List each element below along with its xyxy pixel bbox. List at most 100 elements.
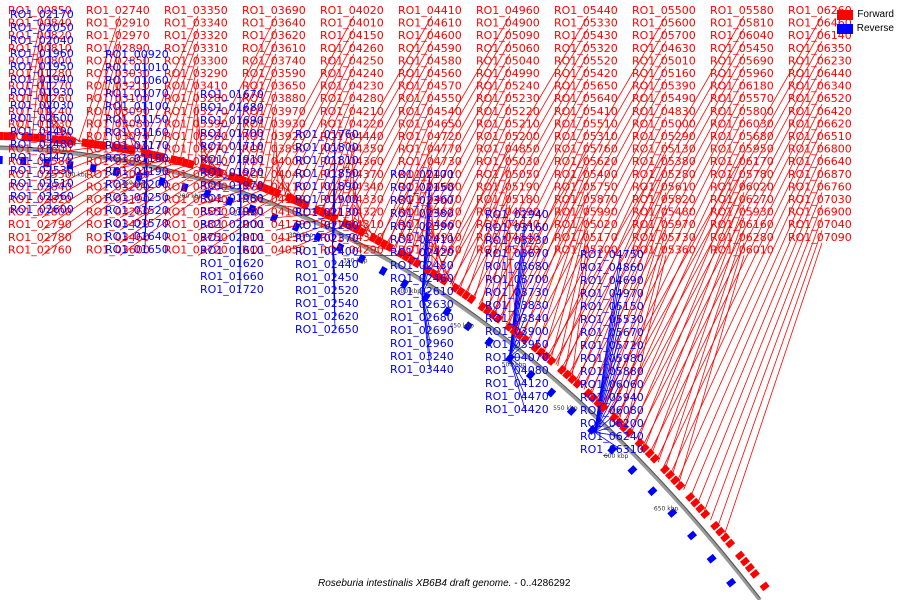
forward-gene-label: RO1_05240 bbox=[476, 80, 540, 93]
forward-gene-label: RO1_05230 bbox=[476, 92, 540, 105]
forward-gene-label: RO1_06230 bbox=[788, 54, 852, 67]
reverse-gene-label: RO1_01950 bbox=[10, 60, 74, 73]
forward-gene-label: RO1_03350 bbox=[164, 4, 228, 17]
forward-gene-label: RO1_05400 bbox=[554, 168, 618, 181]
forward-gene-label: RO1_04210 bbox=[320, 105, 384, 118]
reverse-gene-label: RO1_01570 bbox=[105, 217, 169, 230]
reverse-gene-label: RO1_01710 bbox=[200, 140, 264, 153]
forward-gene-label: RO1_04830 bbox=[632, 105, 696, 118]
forward-gene-label: RO1_03690 bbox=[242, 4, 306, 17]
forward-gene-label: RO1_06010 bbox=[710, 243, 774, 256]
forward-gene-label: RO1_05500 bbox=[632, 4, 696, 17]
forward-gene-label: RO1_05440 bbox=[554, 4, 618, 17]
reverse-gene-label: RO1_04080 bbox=[485, 364, 549, 377]
forward-gene-label: RO1_06440 bbox=[788, 67, 852, 80]
reverse-gene-label: RO1_04120 bbox=[485, 377, 549, 390]
reverse-gene-label: RO1_01180 bbox=[105, 152, 169, 165]
reverse-gene-label: RO1_01680 bbox=[200, 101, 264, 114]
forward-gene-label: RO1_04260 bbox=[320, 42, 384, 55]
forward-gene-label: RO1_05970 bbox=[632, 218, 696, 231]
forward-gene-label: RO1_04010 bbox=[320, 17, 384, 30]
caption-organism: Roseburia intestinalis XB6B4 draft genom… bbox=[318, 578, 511, 589]
forward-gene-block bbox=[750, 569, 760, 579]
forward-gene-label: RO1_06520 bbox=[788, 92, 852, 105]
reverse-swatch bbox=[837, 24, 853, 34]
reverse-gene-label: RO1_02380 bbox=[390, 207, 454, 220]
reverse-gene-label: RO1_02040 bbox=[10, 34, 74, 47]
forward-gene-label: RO1_06280 bbox=[710, 231, 774, 244]
forward-gene-label: RO1_06760 bbox=[788, 180, 852, 193]
forward-gene-label: RO1_05000 bbox=[632, 117, 696, 130]
forward-gene-label: RO1_06800 bbox=[788, 143, 852, 156]
reverse-gene-label: RO1_02430 bbox=[390, 259, 454, 272]
reverse-gene-label: RO1_01670 bbox=[200, 88, 264, 101]
forward-gene-label: RO1_04590 bbox=[398, 42, 462, 55]
reverse-gene-label: RO1_04420 bbox=[485, 403, 549, 416]
forward-gene-label: RO1_06870 bbox=[788, 168, 852, 181]
forward-gene-label: RO1_05330 bbox=[554, 17, 618, 30]
forward-gene-label: RO1_05800 bbox=[710, 105, 774, 118]
reverse-gene-label: RO1_02680 bbox=[390, 311, 454, 324]
forward-gene-label: RO1_03340 bbox=[164, 17, 228, 30]
reverse-gene-label: RO1_02630 bbox=[390, 298, 454, 311]
reverse-gene-label: RO1_02400 bbox=[295, 245, 359, 258]
reverse-gene-label: RO1_02480 bbox=[10, 138, 74, 151]
reverse-gene-label: RO1_03900 bbox=[485, 325, 549, 338]
forward-gene-label: RO1_02780 bbox=[8, 231, 72, 244]
reverse-gene-label: RO1_00920 bbox=[105, 48, 169, 61]
reverse-gene-label: RO1_04470 bbox=[485, 390, 549, 403]
forward-gene-label: RO1_05180 bbox=[476, 193, 540, 206]
reverse-gene-label: RO1_02360 bbox=[10, 190, 74, 203]
reverse-gene-block bbox=[627, 465, 637, 475]
forward-gene-label: RO1_06340 bbox=[788, 80, 852, 93]
forward-gene-label: RO1_05600 bbox=[632, 17, 696, 30]
forward-gene-label: RO1_06030 bbox=[710, 117, 774, 130]
reverse-gene-label: RO1_05670 bbox=[580, 326, 644, 339]
reverse-gene-label: RO1_02150 bbox=[390, 181, 454, 194]
forward-gene-block bbox=[760, 582, 770, 592]
kbp-tick-label: 550 kbp bbox=[553, 405, 578, 412]
reverse-gene-label: RO1_02620 bbox=[295, 310, 359, 323]
reverse-gene-label: RO1_02370 bbox=[295, 232, 359, 245]
legend: Forward Reverse bbox=[837, 8, 894, 36]
reverse-gene-label: RO1_01960 bbox=[10, 47, 74, 60]
forward-gene-label: RO1_04600 bbox=[398, 29, 462, 42]
reverse-gene-block bbox=[726, 578, 736, 588]
reverse-gene-label: RO1_02500 bbox=[10, 112, 74, 125]
reverse-gene-label: RO1_04690 bbox=[580, 274, 644, 287]
reverse-gene-label: RO1_01920 bbox=[200, 166, 264, 179]
reverse-gene-label: RO1_05980 bbox=[580, 352, 644, 365]
forward-gene-label: RO1_03590 bbox=[242, 67, 306, 80]
reverse-gene-label: RO1_03680 bbox=[485, 260, 549, 273]
reverse-gene-label: RO1_02030 bbox=[10, 99, 74, 112]
reverse-gene-label: RO1_01890 bbox=[295, 180, 359, 193]
reverse-gene-label: RO1_03830 bbox=[485, 299, 549, 312]
forward-gene-label: RO1_06270 bbox=[710, 193, 774, 206]
reverse-gene-label: RO1_06200 bbox=[580, 417, 644, 430]
reverse-gene-label: RO1_01930 bbox=[10, 86, 74, 99]
forward-gene-label: RO1_05700 bbox=[632, 29, 696, 42]
legend-reverse: Reverse bbox=[837, 22, 894, 36]
forward-gene-label: RO1_06420 bbox=[788, 105, 852, 118]
forward-gene-label: RO1_04550 bbox=[398, 92, 462, 105]
forward-gene-label: RO1_05040 bbox=[476, 54, 540, 67]
reverse-gene-label: RO1_02490 bbox=[10, 125, 74, 138]
forward-gene-label: RO1_05650 bbox=[554, 80, 618, 93]
forward-gene-label: RO1_05190 bbox=[476, 180, 540, 193]
reverse-gene-label: RO1_02940 bbox=[485, 208, 549, 221]
reverse-gene-label: RO1_06060 bbox=[580, 378, 644, 391]
reverse-gene-label: RO1_01910 bbox=[200, 153, 264, 166]
reverse-gene-label: RO1_02130 bbox=[295, 206, 359, 219]
forward-gene-label: RO1_05320 bbox=[554, 42, 618, 55]
forward-leader-line bbox=[724, 243, 822, 536]
reverse-gene-label: RO1_02420 bbox=[390, 246, 454, 259]
reverse-gene-label: RO1_03700 bbox=[485, 273, 549, 286]
forward-gene-label: RO1_04230 bbox=[320, 80, 384, 93]
reverse-gene-label: RO1_02450 bbox=[295, 271, 359, 284]
kbp-tick-label: 650 kbp bbox=[654, 506, 679, 513]
reverse-gene-label: RO1_01150 bbox=[105, 113, 169, 126]
forward-gene-label: RO1_05580 bbox=[710, 4, 774, 17]
reverse-gene-label: RO1_01720 bbox=[200, 283, 264, 296]
forward-gene-label: RO1_05130 bbox=[632, 143, 696, 156]
